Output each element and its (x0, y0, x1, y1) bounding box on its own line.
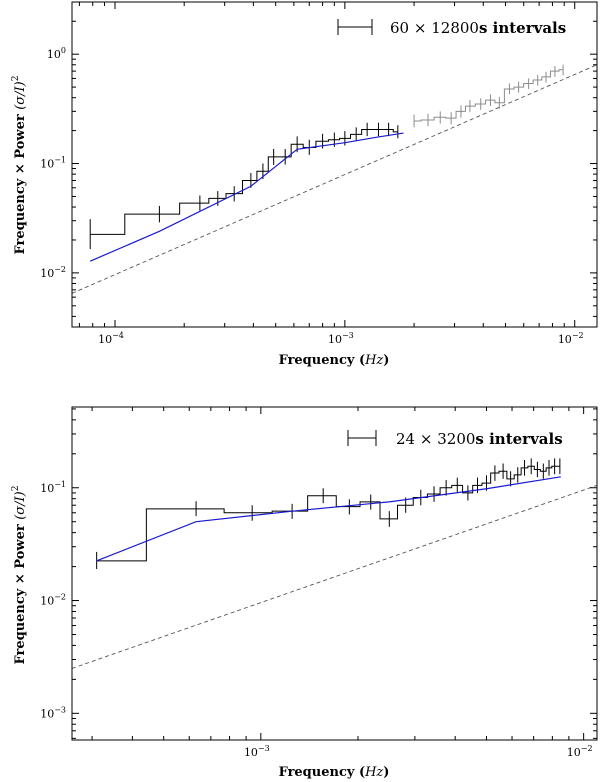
bottom-axes-frame (71, 406, 598, 741)
bottom-y-tick-label: 10−3 (40, 705, 66, 720)
top-x-tick-label: 10−2 (558, 331, 584, 346)
bottom-x-tick-label: 10−2 (567, 744, 593, 759)
bottom-plot-area (71, 458, 598, 669)
top-reference-dashed-line (71, 64, 598, 294)
top-ticks: 10−4 10−3 10−2 10−2 10−1 100 (40, 1, 597, 346)
top-model-line (89, 132, 404, 262)
bottom-x-axis-label: Frequency (Hz) (279, 765, 390, 780)
top-y-tick-label: 10−1 (40, 156, 66, 171)
top-plot-area (71, 64, 598, 294)
top-legend-label: 60 × 12800s intervals (390, 19, 566, 37)
top-chart-panel: 10−4 10−3 10−2 10−2 10−1 100 60 × 12800s inte… (11, 1, 598, 368)
bottom-chart-panel: 10−3 10−2 10−3 10−2 10−1 24 × 3200s interval… (11, 406, 598, 780)
top-legend: 60 × 12800s intervals (337, 19, 566, 37)
top-x-tick-label: 10−3 (328, 331, 354, 346)
top-x-tick-label: 10−4 (98, 331, 124, 346)
bottom-x-tick-label: 10−3 (244, 744, 270, 759)
bottom-legend-label: 24 × 3200s intervals (396, 430, 563, 448)
top-x-axis-label: Frequency (Hz) (279, 353, 390, 368)
bottom-legend: 24 × 3200s intervals (347, 430, 563, 448)
top-y-axis-label: Frequency × Power (σ/I)2 (11, 75, 28, 254)
bottom-reference-dashed-line (71, 484, 598, 669)
bottom-ticks: 10−3 10−2 10−3 10−2 10−1 (40, 407, 597, 759)
top-y-tick-label: 100 (47, 46, 66, 61)
top-axes-frame (71, 1, 598, 328)
bottom-data-step-black-step-line (96, 465, 560, 562)
bottom-y-tick-label: 10−1 (40, 480, 66, 495)
bottom-model-line (96, 476, 561, 562)
bottom-y-axis-label: Frequency × Power (σ/I)2 (11, 485, 28, 664)
top-data-step-black-step-line (90, 128, 398, 235)
top-y-tick-label: 10−2 (40, 265, 66, 280)
top-data-step-grey-step-line (414, 69, 564, 122)
bottom-y-tick-label: 10−2 (40, 593, 66, 608)
